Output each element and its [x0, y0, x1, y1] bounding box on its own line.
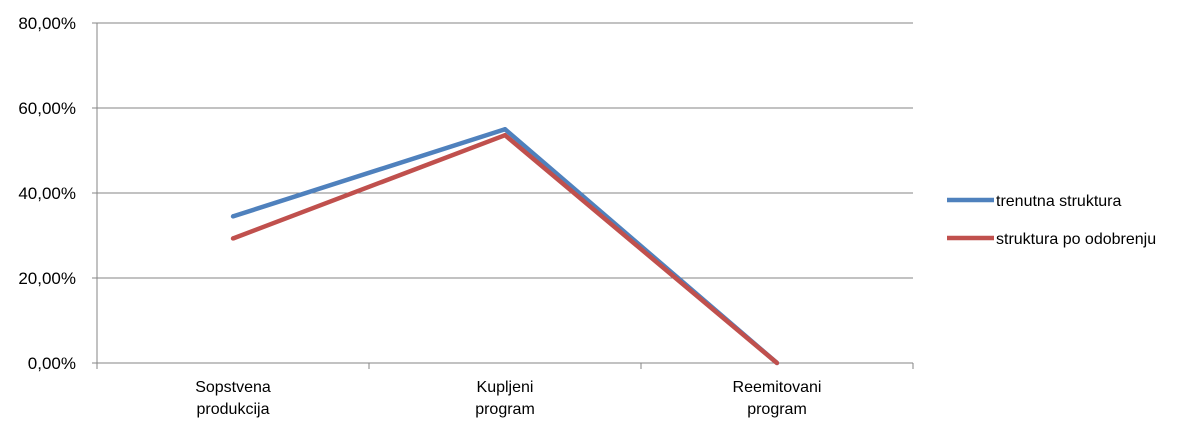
x-category-label-line: Reemitovani [733, 379, 822, 396]
data-point [774, 360, 780, 366]
legend: trenutna struktura struktura po odobrenju [947, 193, 1156, 248]
y-tick-label: 80,00% [18, 14, 76, 33]
x-category-label: Reemitovani program [733, 379, 822, 418]
y-tick-label: 40,00% [18, 184, 76, 203]
x-category-label-line: Kupljeni [477, 379, 534, 396]
data-point [230, 214, 236, 219]
legend-label: struktura po odobrenju [996, 231, 1156, 248]
y-axis: 0,00% 20,00% 40,00% 60,00% 80,00% [18, 14, 98, 373]
legend-label: trenutna struktura [996, 193, 1122, 210]
y-tick-label: 20,00% [18, 269, 76, 288]
y-tick-label: 0,00% [28, 354, 76, 373]
series-line-1 [232, 127, 779, 365]
x-category-label: Sopstvena produkcija [195, 379, 271, 418]
x-category-label-line: program [475, 401, 535, 418]
series-line-2 [232, 132, 779, 365]
y-tick-label: 60,00% [18, 99, 76, 118]
x-category-label-line: Sopstvena [195, 379, 271, 396]
x-category-label-line: produkcija [197, 401, 270, 418]
series-lines [230, 127, 780, 366]
data-point [502, 133, 508, 138]
x-category-label: Kupljeni program [475, 379, 535, 418]
x-category-label-line: program [747, 401, 807, 418]
gridlines [97, 22, 913, 279]
data-point [502, 127, 508, 132]
data-point [230, 236, 236, 241]
